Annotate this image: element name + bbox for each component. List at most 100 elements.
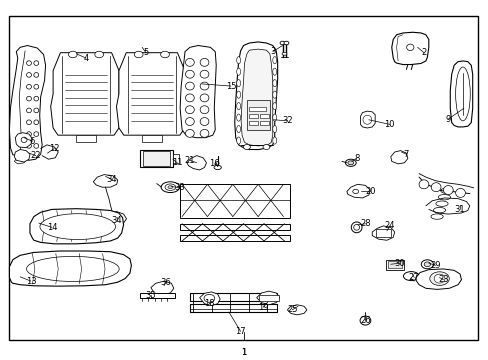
- Ellipse shape: [167, 186, 172, 189]
- Text: 26: 26: [359, 316, 370, 325]
- Ellipse shape: [203, 294, 214, 302]
- Bar: [180, 184, 289, 218]
- Ellipse shape: [437, 194, 449, 200]
- Text: 8: 8: [353, 154, 359, 163]
- Text: 25: 25: [286, 305, 297, 314]
- Bar: [387, 261, 401, 268]
- Bar: [249, 114, 258, 118]
- Ellipse shape: [34, 73, 39, 77]
- Ellipse shape: [26, 132, 31, 136]
- Ellipse shape: [185, 82, 194, 90]
- Ellipse shape: [185, 106, 194, 114]
- Ellipse shape: [185, 130, 194, 137]
- Ellipse shape: [353, 225, 359, 230]
- Ellipse shape: [185, 118, 194, 126]
- Ellipse shape: [34, 120, 39, 125]
- Ellipse shape: [272, 137, 276, 144]
- Ellipse shape: [284, 41, 288, 45]
- Ellipse shape: [443, 185, 452, 194]
- Ellipse shape: [347, 161, 353, 165]
- Ellipse shape: [236, 80, 240, 87]
- Polygon shape: [391, 32, 428, 64]
- Ellipse shape: [272, 57, 276, 64]
- Ellipse shape: [21, 137, 27, 143]
- Ellipse shape: [430, 214, 442, 219]
- Ellipse shape: [185, 94, 194, 102]
- Polygon shape: [51, 53, 121, 135]
- Text: 30: 30: [393, 259, 404, 268]
- Ellipse shape: [272, 103, 276, 110]
- Ellipse shape: [236, 114, 240, 121]
- Ellipse shape: [418, 180, 428, 189]
- Ellipse shape: [34, 108, 39, 113]
- Polygon shape: [234, 42, 277, 149]
- Ellipse shape: [435, 201, 447, 206]
- Ellipse shape: [34, 96, 39, 101]
- Text: 34: 34: [106, 175, 117, 184]
- Polygon shape: [14, 149, 30, 162]
- Text: 11: 11: [172, 158, 182, 167]
- Polygon shape: [30, 209, 123, 244]
- Ellipse shape: [40, 214, 115, 239]
- Text: 5: 5: [143, 48, 148, 57]
- Bar: [246, 100, 270, 130]
- Polygon shape: [142, 135, 162, 142]
- Ellipse shape: [34, 132, 39, 136]
- Ellipse shape: [26, 120, 31, 125]
- Text: 33: 33: [174, 183, 185, 192]
- Ellipse shape: [200, 130, 208, 137]
- Bar: [189, 304, 276, 312]
- Text: 16: 16: [208, 159, 219, 168]
- Text: 7: 7: [403, 150, 408, 159]
- Polygon shape: [9, 45, 45, 160]
- Ellipse shape: [455, 188, 465, 197]
- Bar: [140, 293, 174, 298]
- Text: 13: 13: [25, 276, 36, 285]
- Ellipse shape: [406, 44, 413, 50]
- Polygon shape: [256, 291, 279, 305]
- Text: 27: 27: [408, 273, 419, 282]
- Ellipse shape: [420, 260, 432, 269]
- Text: 18: 18: [203, 299, 214, 308]
- Bar: [260, 114, 268, 118]
- Bar: [180, 224, 289, 230]
- Text: 22: 22: [30, 151, 41, 160]
- Bar: [249, 107, 266, 111]
- Polygon shape: [151, 281, 173, 295]
- Ellipse shape: [430, 183, 440, 192]
- Bar: [249, 121, 258, 126]
- Text: 21: 21: [184, 156, 195, 165]
- Ellipse shape: [280, 41, 285, 45]
- Text: 35: 35: [145, 291, 156, 300]
- Ellipse shape: [200, 94, 208, 102]
- Text: 17: 17: [235, 327, 245, 336]
- Bar: [375, 229, 390, 237]
- Ellipse shape: [34, 61, 39, 66]
- Text: 23: 23: [437, 275, 448, 284]
- Ellipse shape: [236, 57, 240, 64]
- Text: 6: 6: [30, 137, 35, 146]
- Ellipse shape: [26, 256, 119, 282]
- Polygon shape: [241, 49, 272, 146]
- Ellipse shape: [200, 82, 208, 90]
- Polygon shape: [449, 61, 472, 127]
- Text: 4: 4: [83, 54, 88, 63]
- Ellipse shape: [440, 188, 452, 193]
- Text: 2: 2: [421, 48, 426, 57]
- Ellipse shape: [236, 68, 240, 75]
- Ellipse shape: [263, 144, 269, 149]
- Polygon shape: [346, 184, 369, 198]
- Text: 29: 29: [429, 261, 440, 270]
- Polygon shape: [116, 53, 187, 135]
- Bar: [189, 293, 276, 301]
- Text: 28: 28: [359, 219, 370, 228]
- Bar: [172, 154, 178, 163]
- Ellipse shape: [236, 137, 240, 144]
- Text: 34: 34: [111, 216, 122, 225]
- Ellipse shape: [272, 91, 276, 98]
- Ellipse shape: [200, 70, 208, 78]
- Ellipse shape: [26, 144, 31, 148]
- Polygon shape: [15, 133, 32, 148]
- Ellipse shape: [272, 80, 276, 87]
- Bar: [385, 260, 404, 270]
